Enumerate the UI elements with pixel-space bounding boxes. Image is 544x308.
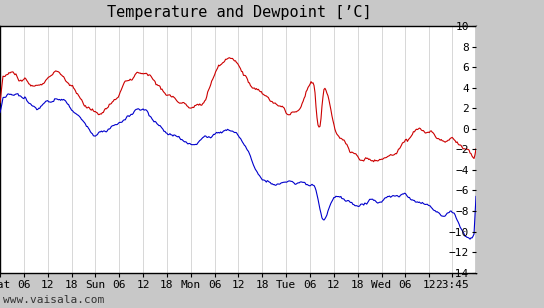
Text: www.vaisala.com: www.vaisala.com — [3, 295, 104, 305]
Text: Temperature and Dewpoint [’C]: Temperature and Dewpoint [’C] — [107, 5, 372, 20]
